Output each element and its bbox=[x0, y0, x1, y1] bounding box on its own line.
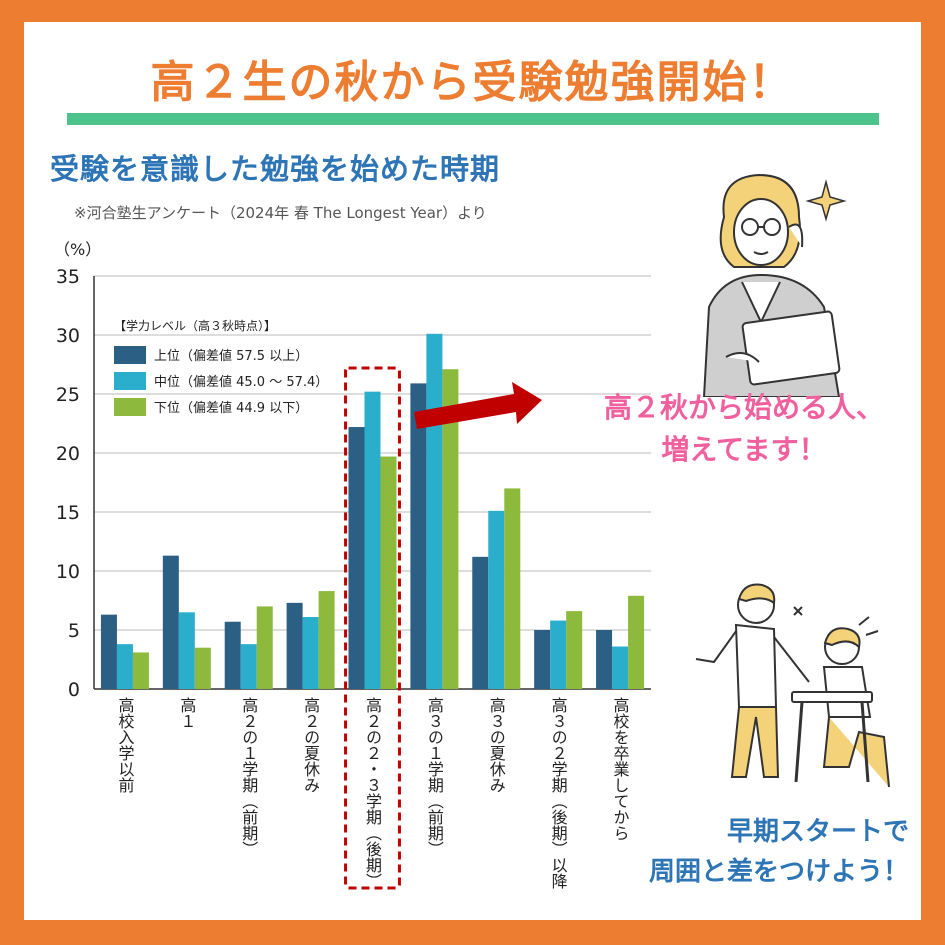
x-tick-label: 高１ bbox=[177, 697, 196, 729]
bar bbox=[318, 591, 335, 689]
bar bbox=[380, 456, 397, 689]
y-tick-label: 20 bbox=[56, 443, 80, 465]
y-tick-label: 5 bbox=[68, 620, 80, 642]
bar bbox=[178, 612, 195, 689]
students-studying-icon bbox=[695, 583, 890, 788]
bar bbox=[286, 602, 303, 689]
green-divider bbox=[67, 113, 879, 125]
bar bbox=[302, 617, 319, 689]
x-tick-label: 高校を卒業してから bbox=[611, 697, 630, 841]
legend-swatch bbox=[114, 346, 146, 364]
bar bbox=[628, 595, 645, 689]
bar bbox=[348, 427, 365, 689]
legend-swatch bbox=[114, 398, 146, 416]
legend-entry: 下位（偏差値 44.9 以下） bbox=[154, 400, 308, 416]
bar bbox=[224, 621, 241, 689]
callout-text: 高２秋から始める人、 増えてます！ bbox=[554, 387, 934, 471]
y-tick-label: 30 bbox=[56, 325, 80, 347]
bar bbox=[472, 556, 489, 689]
slogan-line-1: 早期スタートで bbox=[726, 817, 909, 847]
legend-title: 【学力レベル（高３秋時点）】 bbox=[114, 318, 276, 333]
callout-line-2: 増えてます！ bbox=[661, 433, 827, 466]
legend-entry: 上位（偏差値 57.5 以上） bbox=[154, 348, 308, 364]
legend-swatch bbox=[114, 372, 146, 390]
bar bbox=[596, 630, 613, 689]
legend-entry: 中位（偏差値 45.0 〜 57.4） bbox=[154, 374, 328, 390]
bar bbox=[442, 369, 459, 689]
bar bbox=[410, 383, 427, 689]
y-tick-label: 15 bbox=[56, 502, 80, 524]
bar bbox=[488, 510, 505, 689]
bar bbox=[240, 644, 257, 689]
x-tick-label: 高校入学以前 bbox=[115, 697, 134, 794]
bar bbox=[612, 646, 629, 689]
y-tick-label: 25 bbox=[56, 384, 80, 406]
woman-with-tablet-icon bbox=[702, 173, 847, 397]
bar bbox=[426, 333, 443, 689]
x-tick-label: 高３の夏休み bbox=[487, 697, 506, 793]
bar bbox=[504, 488, 521, 689]
content-panel: 高２生の秋から受験勉強開始！ 受験を意識した勉強を始めた時期 ※河合塾生アンケー… bbox=[24, 22, 921, 920]
bar bbox=[100, 614, 117, 689]
x-tick-label: 高２の２・３学期（後期） bbox=[363, 697, 382, 889]
headline: 高２生の秋から受験勉強開始！ bbox=[150, 57, 795, 108]
bar bbox=[534, 630, 551, 689]
y-unit-label: （%） bbox=[54, 240, 102, 259]
bar-chart: 0 5 10 15 20 25 30 35 高校入学以前 高１ 高２の１学期（前期） 高２の夏休み 高２… bbox=[56, 266, 651, 890]
bar bbox=[132, 652, 149, 689]
x-tick-label: 高３の１学期（前期） bbox=[425, 697, 444, 857]
callout-arrow bbox=[414, 382, 542, 429]
chart-title: 受験を意識した勉強を始めた時期 bbox=[50, 152, 501, 186]
bar bbox=[364, 391, 381, 689]
bar bbox=[550, 620, 567, 689]
x-tick-label: 高２の１学期（前期） bbox=[239, 697, 258, 857]
y-tick-label: 10 bbox=[56, 561, 80, 583]
bar bbox=[194, 647, 211, 689]
slogan-text: 早期スタートで 周囲と差をつけよう！ bbox=[569, 812, 909, 892]
bar bbox=[162, 555, 179, 689]
bar bbox=[116, 644, 133, 689]
x-tick-label: 高２の夏休み bbox=[301, 697, 320, 793]
chart-source: ※河合塾生アンケート（2024年 春 The Longest Year）より bbox=[74, 204, 487, 222]
x-tick-label: 高３の２学期（後期）以降 bbox=[549, 697, 568, 889]
bar bbox=[256, 606, 273, 689]
bar bbox=[566, 611, 583, 689]
y-tick-label: 35 bbox=[56, 266, 80, 288]
slogan-line-2: 周囲と差をつけよう！ bbox=[648, 857, 909, 887]
y-tick-label: 0 bbox=[68, 679, 80, 701]
callout-line-1: 高２秋から始める人、 bbox=[603, 391, 884, 424]
